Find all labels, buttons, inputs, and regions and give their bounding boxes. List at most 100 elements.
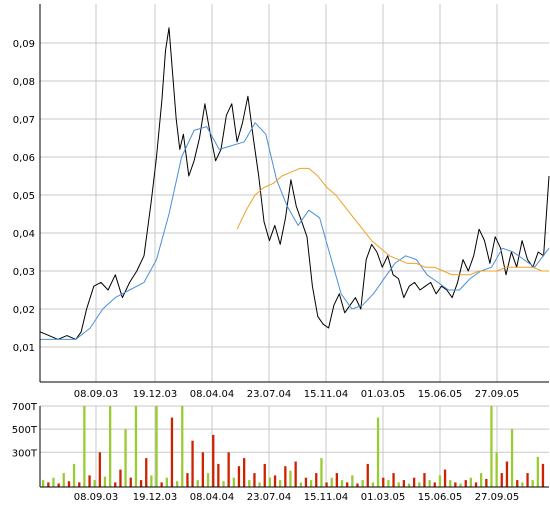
volume-bar: [490, 406, 493, 487]
volume-bar: [531, 480, 534, 487]
volume-bar: [469, 477, 472, 487]
volume-bar: [397, 482, 400, 487]
price-y-tick-label: 0,07: [13, 115, 35, 126]
price-y-tick-label: 0,09: [13, 39, 35, 50]
volume-bar: [72, 463, 76, 487]
volume-bar: [294, 461, 297, 487]
volume-bar: [315, 473, 318, 487]
volume-bar: [78, 482, 81, 487]
volume-bar: [258, 482, 261, 487]
volume-bar: [516, 480, 519, 487]
volume-bar: [67, 481, 71, 487]
volume-bar: [232, 477, 235, 487]
volume-bar: [351, 475, 354, 487]
volume-bar: [47, 482, 50, 487]
volume-bar: [340, 480, 344, 487]
volume-bar: [480, 473, 483, 487]
volume-bar: [253, 473, 256, 487]
volume-bar: [217, 463, 220, 487]
volume-bar: [114, 482, 117, 487]
volume-x-tick-label: 08.09.03: [74, 492, 119, 503]
volume-bar: [418, 482, 421, 487]
volume-bar: [227, 452, 230, 487]
volume-bar: [155, 406, 158, 487]
volume-bar: [248, 480, 251, 487]
volume-bar: [237, 466, 241, 487]
volume-bar: [346, 482, 349, 487]
volume-bar: [366, 463, 369, 487]
volume-bar: [387, 480, 390, 487]
volume-bar: [273, 475, 277, 487]
volume-bar: [206, 473, 210, 487]
volume-bar: [495, 452, 498, 487]
volume-bar: [361, 480, 364, 487]
volume-bar: [304, 477, 308, 487]
volume-bar: [320, 458, 323, 487]
volume-y-tick-label: 700T: [12, 402, 38, 413]
volume-bar: [485, 478, 488, 487]
volume-bar: [356, 483, 359, 487]
volume-bar: [62, 473, 65, 487]
volume-bar: [402, 480, 405, 487]
volume-bar: [279, 480, 282, 487]
price-y-tick-label: 0,06: [13, 153, 35, 164]
volume-x-tick-label: 01.03.05: [361, 492, 406, 503]
volume-bar: [150, 475, 153, 487]
price-x-tick-label: 27.09.05: [475, 389, 520, 400]
price-x-tick-label: 01.03.05: [361, 389, 406, 400]
price-x-tick-label: 23.07.04: [247, 389, 292, 400]
volume-bar: [376, 417, 380, 487]
price-x-tick-label: 19.12.03: [133, 389, 178, 400]
volume-y-tick-label: 500T: [12, 425, 38, 436]
price-plot-background: [40, 4, 549, 382]
volume-bar: [129, 477, 132, 487]
price-y-tick-label: 0,05: [13, 191, 35, 202]
volume-bar: [536, 456, 539, 487]
volume-bar: [201, 452, 204, 487]
volume-bar: [42, 480, 45, 487]
volume-bar: [52, 477, 55, 487]
volume-x-tick-label: 08.04.04: [190, 492, 235, 503]
volume-bar: [124, 429, 127, 487]
volume-bar: [134, 406, 138, 487]
volume-bar: [454, 482, 457, 487]
volume-bar: [289, 470, 292, 487]
short-ma-line: [40, 122, 550, 340]
volume-bar: [212, 434, 215, 487]
volume-bar: [98, 452, 101, 487]
volume-bar: [109, 406, 112, 487]
price-y-tick-label: 0,01: [13, 343, 35, 354]
volume-bar: [382, 477, 385, 487]
price-x-tick-label: 08.09.03: [74, 389, 119, 400]
volume-bar: [88, 475, 91, 487]
volume-bar: [191, 440, 194, 487]
volume-bar: [268, 477, 271, 487]
volume-x-tick-label: 23.07.04: [247, 492, 292, 503]
volume-x-tick-label: 19.12.03: [133, 492, 178, 503]
volume-bar: [160, 482, 163, 487]
volume-bar: [196, 480, 199, 487]
volume-bar: [284, 466, 287, 487]
volume-x-tick-label: 27.09.05: [475, 492, 520, 503]
volume-bar: [310, 480, 313, 487]
volume-x-tick-label: 15.11.04: [304, 492, 349, 503]
volume-bar: [459, 483, 462, 487]
volume-bar: [407, 483, 411, 487]
price-x-tick-label: 08.04.04: [190, 389, 235, 400]
volume-bar: [263, 463, 266, 487]
volume-bar: [93, 480, 96, 487]
volume-bar: [165, 477, 168, 487]
price-x-tick-label: 15.11.04: [304, 389, 349, 400]
volume-bar: [464, 480, 467, 487]
volume-bar: [428, 480, 431, 487]
long-ma-line: [236, 167, 549, 276]
price-y-tick-label: 0,02: [13, 305, 35, 316]
volume-bar: [83, 406, 86, 487]
volume-bar: [500, 473, 503, 487]
price-x-tick-label: 15.06.05: [418, 389, 463, 400]
volume-bar: [521, 482, 524, 487]
volume-bar: [176, 481, 179, 487]
volume-bar: [510, 429, 514, 487]
volume-bar: [330, 477, 333, 487]
